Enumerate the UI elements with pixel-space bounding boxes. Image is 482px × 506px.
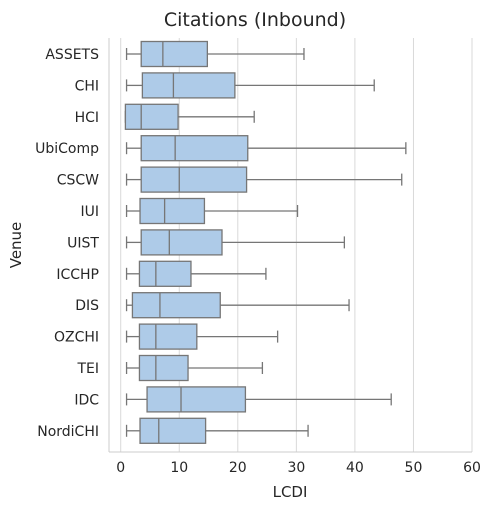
iqr-box xyxy=(141,72,236,99)
box-tei xyxy=(125,354,264,382)
y-tick-label: UbiComp xyxy=(35,141,99,157)
x-tick-label: 0 xyxy=(116,460,125,476)
iqr-box xyxy=(131,292,221,319)
box-icchp xyxy=(125,260,267,287)
y-tick-label: CSCW xyxy=(57,173,99,189)
box-hci xyxy=(124,103,255,130)
x-tick-label: 40 xyxy=(346,460,364,476)
iqr-box xyxy=(138,260,192,287)
iqr-box xyxy=(138,354,189,382)
y-tick-label: OZCHI xyxy=(54,330,99,346)
box-nordichi xyxy=(125,417,309,444)
box-chi xyxy=(125,72,375,99)
iqr-box xyxy=(140,229,223,256)
box-ozchi xyxy=(125,323,279,350)
iqr-box xyxy=(140,135,249,162)
y-tick-label: NordiCHI xyxy=(37,424,99,440)
grid-lines xyxy=(120,38,473,452)
y-tick-label: DIS xyxy=(75,298,99,314)
x-tick-labels: 0 10 20 30 40 50 60 xyxy=(116,460,481,476)
axes xyxy=(108,38,472,453)
iqr-box xyxy=(139,417,207,444)
iqr-box xyxy=(138,323,198,350)
y-tick-label: ASSETS xyxy=(45,47,99,63)
y-tick-label: UIST xyxy=(67,235,99,251)
iqr-box xyxy=(124,103,179,130)
x-tick-label: 60 xyxy=(463,460,481,476)
y-tick-label: IDC xyxy=(74,392,99,408)
y-tick-label: TEI xyxy=(76,361,99,377)
x-axis-label: LCDI xyxy=(273,483,308,501)
x-tick-label: 30 xyxy=(287,460,305,476)
chart-title: Citations (Inbound) xyxy=(164,9,346,31)
iqr-box xyxy=(139,197,206,225)
box-assets xyxy=(125,40,305,68)
iqr-box xyxy=(140,40,209,68)
box-ubicomp xyxy=(125,135,407,162)
x-tick-label: 50 xyxy=(405,460,423,476)
box-idc xyxy=(125,386,392,413)
y-tick-label: CHI xyxy=(75,78,99,94)
box-uist xyxy=(125,229,346,256)
y-tick-labels: ASSETS CHI HCI UbiComp CSCW IUI UIST ICCHP DIS OZ… xyxy=(35,47,99,440)
x-tick-label: 10 xyxy=(170,460,188,476)
box-iui xyxy=(125,197,299,225)
iqr-box xyxy=(140,166,248,193)
y-tick-label: HCI xyxy=(75,110,99,126)
boxes xyxy=(124,40,407,444)
y-tick-label: ICCHP xyxy=(56,267,99,283)
box-dis xyxy=(125,292,350,319)
y-axis-label: Venue xyxy=(7,222,25,269)
x-tick-label: 20 xyxy=(229,460,247,476)
iqr-box xyxy=(146,386,247,413)
box-cscw xyxy=(125,166,403,193)
y-tick-label: IUI xyxy=(80,204,99,220)
